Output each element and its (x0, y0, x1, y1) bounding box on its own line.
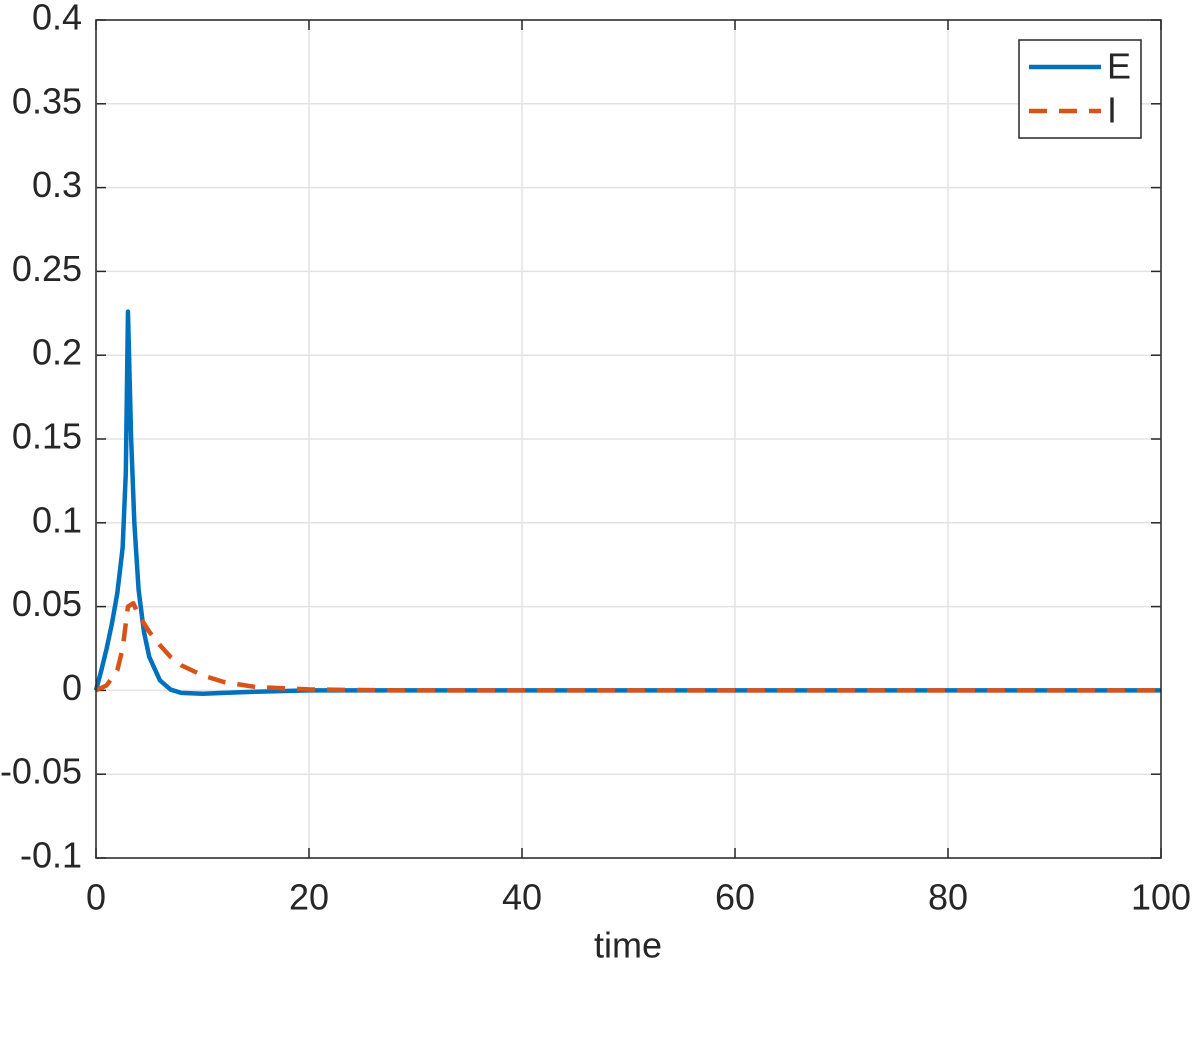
y-tick-label: 0.05 (12, 583, 82, 624)
y-tick-label: 0.2 (32, 332, 82, 373)
x-tick-label: 60 (715, 877, 755, 918)
legend-label: E (1107, 46, 1131, 87)
x-axis-label: time (594, 925, 662, 966)
line-series (93, 309, 1161, 696)
legend-box (1018, 39, 1142, 139)
y-tick-label: 0.15 (12, 416, 82, 457)
x-tick-label: 40 (502, 877, 542, 918)
y-tick-label: 0 (62, 667, 82, 708)
y-tick-label: 0.35 (12, 80, 82, 121)
axes-box (95, 19, 1162, 859)
x-tick-label: 100 (1131, 877, 1191, 918)
line-series (95, 601, 1161, 693)
y-tick-label: 0.25 (12, 248, 82, 289)
x-tick-label: 80 (928, 877, 968, 918)
y-tick-label: 0.4 (32, 0, 82, 38)
y-tick-label: 0.3 (32, 164, 82, 205)
y-tick-label: 0.1 (32, 499, 82, 540)
y-tick-label: -0.1 (20, 835, 82, 876)
legend-label: I (1107, 90, 1117, 131)
x-tick-label: 20 (289, 877, 329, 918)
x-tick-label: 0 (86, 877, 106, 918)
y-tick-label: -0.05 (0, 751, 82, 792)
